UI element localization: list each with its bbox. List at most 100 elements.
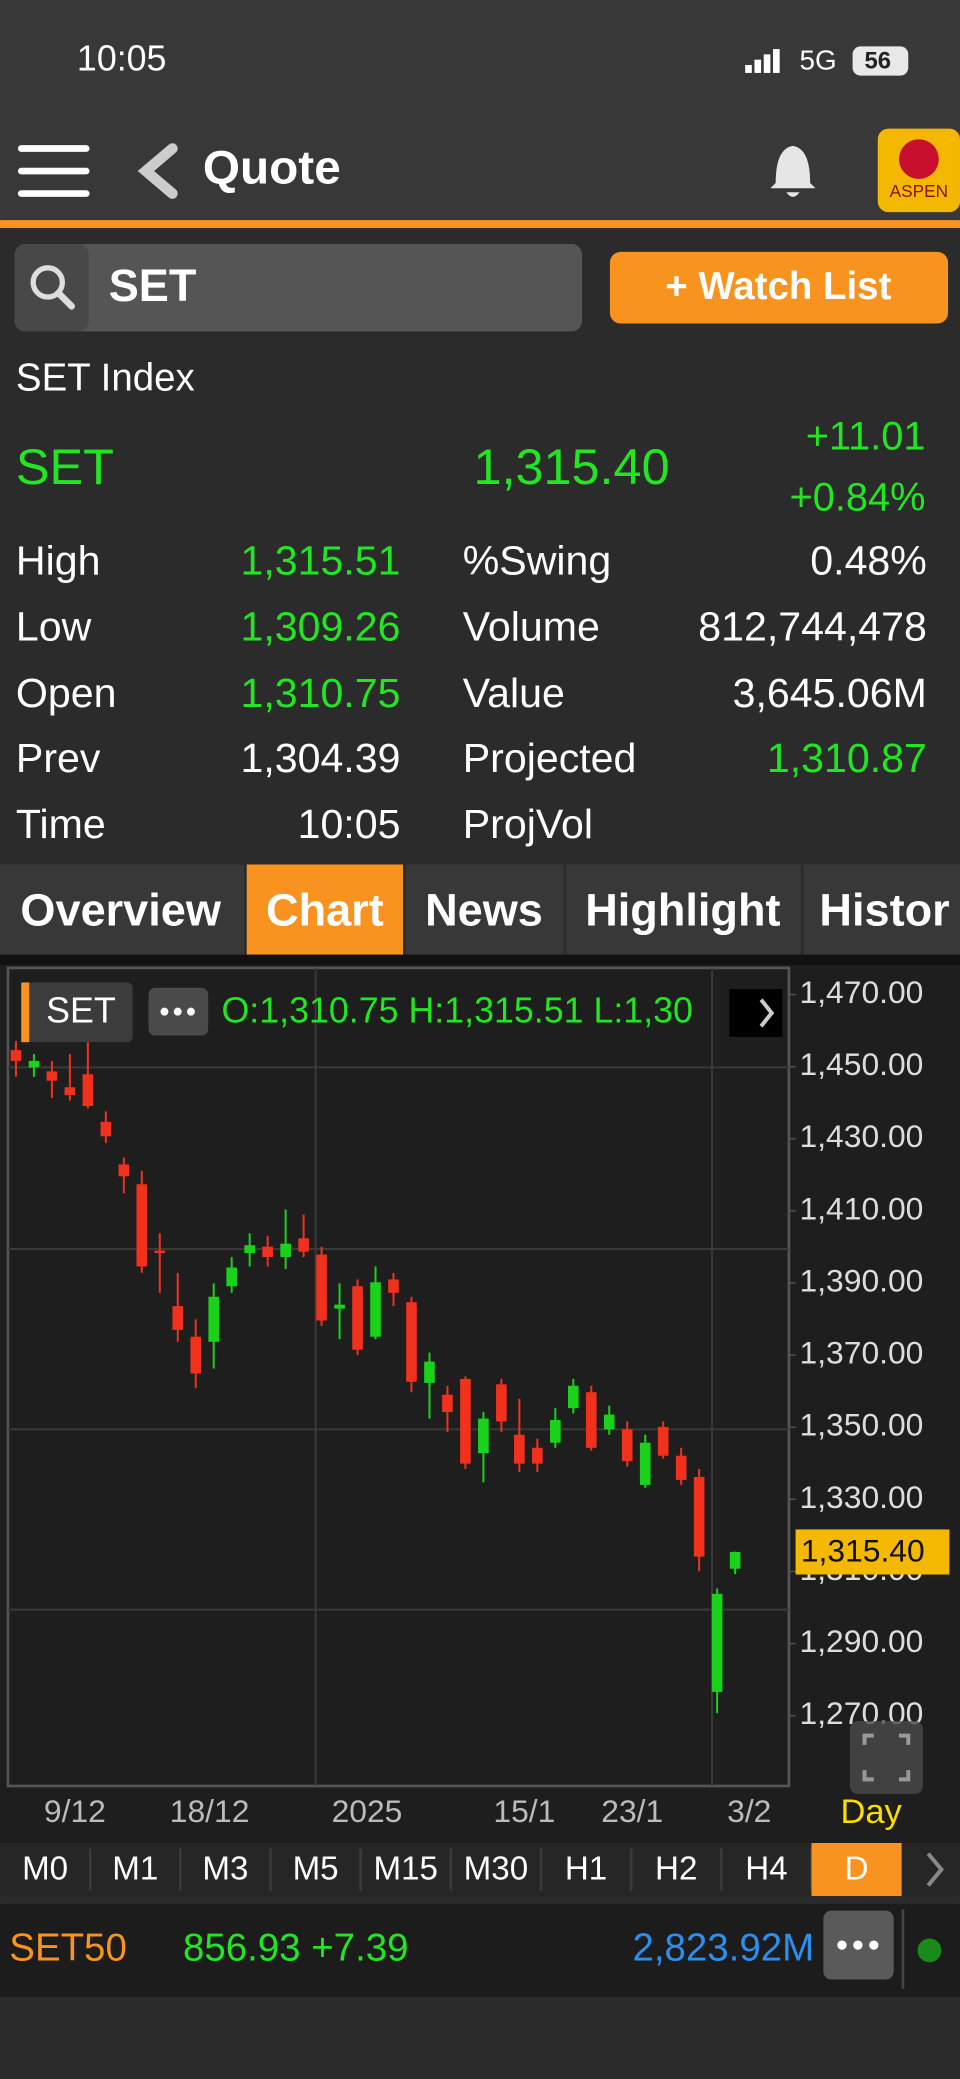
candle-body bbox=[118, 1164, 130, 1177]
stat-value: 1,310.75 bbox=[240, 670, 400, 716]
interval-button[interactable]: M1 bbox=[112, 1851, 158, 1888]
stat-label: Volume bbox=[463, 604, 600, 650]
watch-list-label: + Watch List bbox=[665, 265, 891, 308]
quote-last: 1,315.40 bbox=[474, 438, 670, 495]
interval-active-bg bbox=[811, 1842, 902, 1897]
x-tick-label: 18/12 bbox=[170, 1793, 250, 1829]
ticker-menu-dots bbox=[837, 1940, 879, 1950]
x-tick-label: 23/1 bbox=[601, 1793, 663, 1829]
ticker-bar bbox=[0, 1903, 960, 1997]
interval-button[interactable]: M3 bbox=[202, 1851, 248, 1888]
candle-body bbox=[621, 1429, 633, 1462]
stat-label: ProjVol bbox=[463, 801, 593, 847]
candle-body bbox=[388, 1279, 399, 1293]
x-tick-label: 15/1 bbox=[493, 1793, 555, 1829]
stat-value: 3,645.06M bbox=[733, 670, 927, 716]
status-network: 5G bbox=[800, 45, 837, 76]
candle-body bbox=[262, 1246, 273, 1258]
search-icon-bg bbox=[14, 243, 89, 332]
expand-button[interactable] bbox=[849, 1721, 923, 1794]
plot-frame bbox=[6, 966, 791, 1788]
ticker-price: 856.93 +7.39 bbox=[183, 1927, 409, 1970]
last-price-badge bbox=[795, 1529, 950, 1575]
y-tick-label: 1,450.00 bbox=[800, 1046, 924, 1082]
quote-change: +11.01 bbox=[806, 414, 926, 458]
candle-body bbox=[190, 1336, 202, 1374]
y-tick-label: 1,430.00 bbox=[800, 1118, 924, 1154]
watch-list-button[interactable] bbox=[609, 251, 949, 324]
candle-body bbox=[244, 1245, 255, 1254]
ohlc-text: O:1,310.75 H:1,315.51 L:1,30 bbox=[221, 990, 692, 1030]
candle-body bbox=[82, 1074, 94, 1106]
candle-body bbox=[406, 1302, 417, 1382]
tab[interactable]: Chart bbox=[266, 884, 384, 935]
tab-active-bg bbox=[246, 864, 404, 955]
candle-body bbox=[46, 1071, 58, 1081]
candle-body bbox=[226, 1267, 237, 1287]
stat-label: High bbox=[16, 537, 101, 583]
candle-body bbox=[334, 1304, 345, 1309]
symbol-chip[interactable] bbox=[21, 982, 133, 1043]
y-tick-label: 1,290.00 bbox=[800, 1623, 924, 1659]
interval-button[interactable]: D bbox=[845, 1851, 869, 1888]
tab[interactable]: Histor bbox=[819, 884, 949, 935]
header-bg bbox=[0, 0, 960, 222]
interval-button[interactable]: H1 bbox=[565, 1851, 607, 1888]
candle-body bbox=[28, 1060, 40, 1068]
last-price-label: 1,315.40 bbox=[801, 1533, 925, 1569]
search-box[interactable] bbox=[14, 243, 583, 332]
interval-label[interactable]: Day bbox=[840, 1793, 902, 1831]
candle-body bbox=[639, 1442, 651, 1485]
tab[interactable]: News bbox=[425, 884, 543, 935]
stat-label: %Swing bbox=[463, 537, 611, 583]
tab[interactable]: Overview bbox=[20, 884, 221, 935]
interval-button[interactable]: H4 bbox=[745, 1851, 787, 1888]
stat-label: Value bbox=[463, 670, 565, 716]
candle-body bbox=[657, 1426, 669, 1456]
ohlc-arrow-bg[interactable] bbox=[729, 989, 783, 1037]
candle-body bbox=[532, 1447, 543, 1464]
interval-button[interactable]: M0 bbox=[22, 1851, 68, 1888]
stat-value: 1,309.26 bbox=[240, 604, 400, 650]
candle-body bbox=[280, 1243, 291, 1258]
interval-scroll[interactable] bbox=[926, 1852, 944, 1887]
plot bbox=[10, 1041, 741, 1714]
x-tick-label: 2025 bbox=[332, 1793, 403, 1829]
stat-value: 1,310.87 bbox=[767, 735, 927, 781]
stat-value: 1,315.51 bbox=[240, 537, 400, 583]
interval-button[interactable]: M30 bbox=[464, 1851, 528, 1888]
candle-body bbox=[64, 1087, 76, 1096]
candle-body bbox=[172, 1306, 184, 1330]
back-button[interactable] bbox=[137, 143, 178, 199]
candle-body bbox=[316, 1254, 327, 1321]
header-title: Quote bbox=[203, 142, 341, 195]
y-tick-label: 1,330.00 bbox=[800, 1479, 924, 1515]
candle-body bbox=[585, 1392, 597, 1448]
interval-button[interactable]: M15 bbox=[374, 1851, 438, 1888]
interval-button[interactable]: M5 bbox=[293, 1851, 339, 1888]
candle-body bbox=[711, 1593, 723, 1692]
candle-body bbox=[675, 1455, 687, 1480]
candle-body bbox=[460, 1378, 471, 1464]
menu-button[interactable] bbox=[17, 145, 90, 197]
candle-body bbox=[496, 1384, 507, 1422]
stat-label: Open bbox=[16, 670, 117, 716]
interval-button[interactable]: H2 bbox=[655, 1851, 697, 1888]
y-axis: 1,470.00 1,450.00 1,430.00 1,410.00 1,390.00… bbox=[788, 974, 950, 1731]
candle-body bbox=[10, 1050, 22, 1061]
candle-body bbox=[154, 1250, 166, 1254]
y-tick-label: 1,410.00 bbox=[800, 1190, 924, 1226]
candle-body bbox=[729, 1551, 741, 1569]
status-time: 10:05 bbox=[77, 38, 167, 78]
candle-body bbox=[424, 1361, 435, 1383]
interval-bar bbox=[0, 1842, 960, 1897]
candle-body bbox=[298, 1238, 309, 1252]
bell-icon[interactable] bbox=[770, 145, 816, 197]
ticker-symbol: SET50 bbox=[9, 1927, 127, 1970]
battery-icon bbox=[852, 46, 909, 76]
candle-body bbox=[352, 1286, 363, 1350]
candle-body bbox=[550, 1420, 561, 1443]
tab[interactable]: Highlight bbox=[585, 884, 780, 935]
symbol-chip-accent bbox=[21, 982, 30, 1043]
